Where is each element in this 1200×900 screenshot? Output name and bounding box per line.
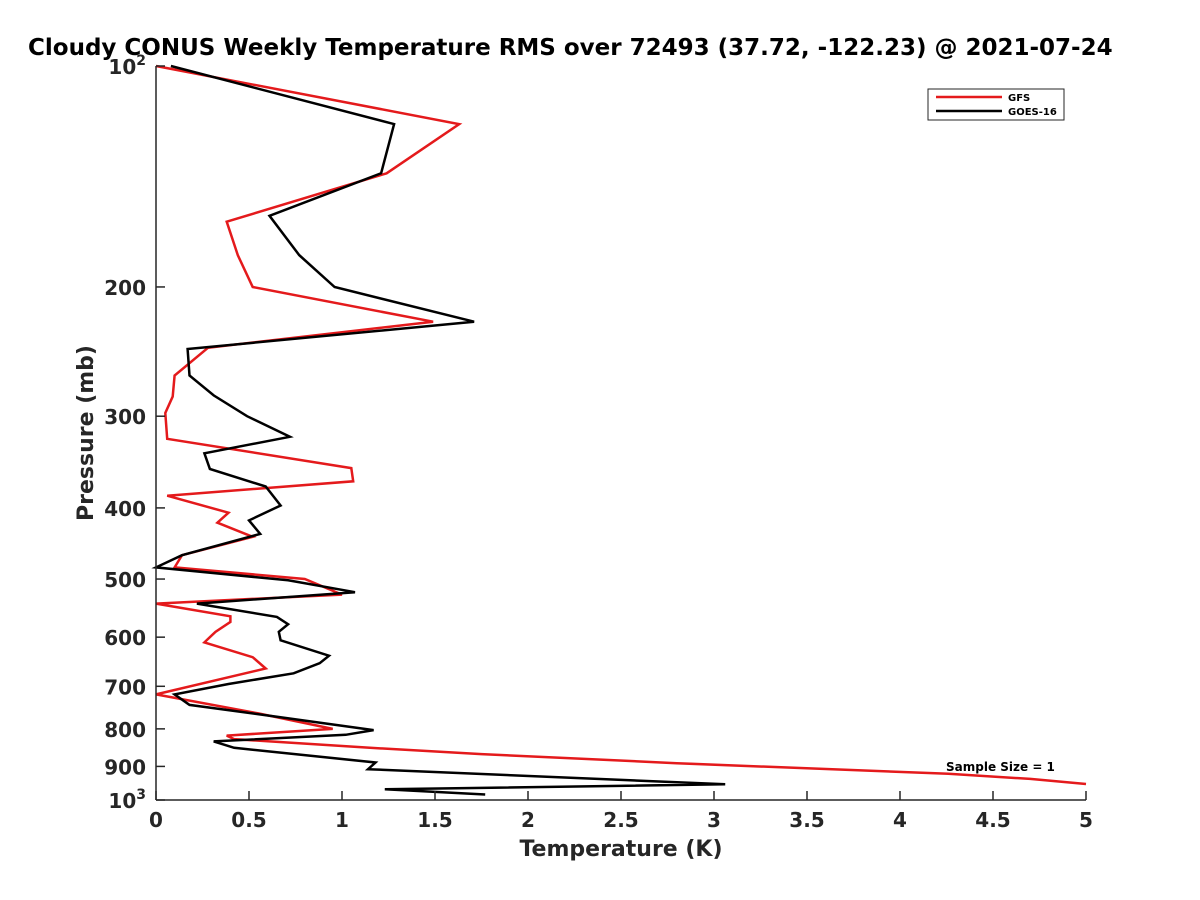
legend-box — [927, 88, 1065, 121]
x-axis-label: Temperature (K) — [519, 837, 722, 862]
x-tick-label: 3.5 — [789, 808, 824, 832]
x-tick-label: 1.5 — [417, 808, 452, 832]
x-tick-label: 2.5 — [603, 808, 638, 832]
legend: GFS GOES-16 — [927, 88, 1065, 121]
x-tick-label: 0.5 — [231, 808, 266, 832]
series-layer — [151, 64, 1087, 796]
x-tick-label: 2 — [521, 808, 535, 832]
chart-title: Cloudy CONUS Weekly Temperature RMS over… — [28, 35, 1113, 61]
legend-label-gfs: GFS — [1008, 93, 1030, 104]
axes-layer — [155, 66, 1086, 801]
y-axis-label: Pressure (mb) — [74, 345, 99, 521]
y-tick-layer: 102 200 300 400 500 600 700 800 900 103 — [104, 53, 165, 813]
y-tick-label: 900 — [104, 755, 146, 779]
series-line-goes16 — [151, 64, 726, 796]
y-tick-label: 500 — [104, 568, 146, 592]
x-tick-label: 4.5 — [975, 808, 1010, 832]
y-tick-label: 600 — [104, 626, 146, 650]
sample-size-annotation: Sample Size = 1 — [946, 760, 1055, 774]
x-tick-label: 0 — [149, 808, 163, 832]
x-tick-label: 5 — [1079, 808, 1093, 832]
legend-label-goes16: GOES-16 — [1008, 107, 1057, 118]
x-tick-layer: 0 0.5 1 1.5 2 2.5 3 3.5 4 4.5 5 — [149, 791, 1093, 832]
series-line-gfs — [155, 64, 1087, 786]
y-tick-label: 200 — [104, 276, 146, 300]
x-tick-label: 1 — [335, 808, 349, 832]
x-tick-label: 4 — [893, 808, 907, 832]
y-tick-label: 103 — [108, 787, 146, 813]
x-tick-label: 3 — [707, 808, 721, 832]
y-tick-label: 800 — [104, 718, 146, 742]
y-tick-label: 400 — [104, 497, 146, 521]
y-tick-label: 700 — [104, 675, 146, 699]
y-tick-label: 300 — [104, 405, 146, 429]
y-tick-label: 102 — [108, 53, 146, 79]
